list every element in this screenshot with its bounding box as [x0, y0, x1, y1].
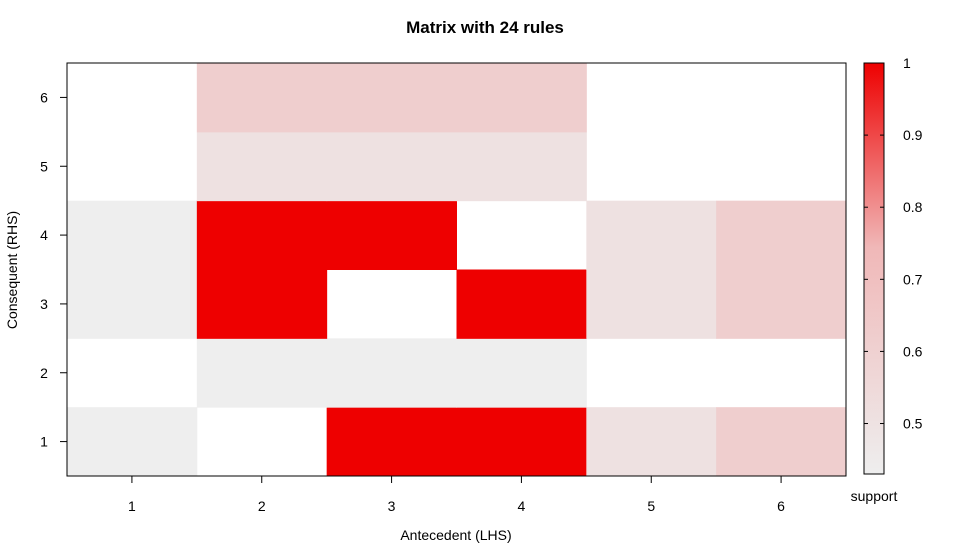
- heatmap-cell: [326, 338, 457, 408]
- heatmap-cell: [456, 63, 587, 133]
- y-axis: 1 2 3 4 5 6: [40, 89, 67, 450]
- y-tick-label: 2: [40, 365, 48, 381]
- legend-tick-label: 0.7: [903, 271, 923, 287]
- x-tick-label: 5: [647, 498, 655, 514]
- legend-title: support: [851, 488, 898, 504]
- y-tick-label: 3: [40, 296, 48, 312]
- heatmap-cell: [196, 131, 328, 202]
- x-tick-label: 3: [388, 498, 396, 514]
- legend-tick-label: 0.9: [903, 127, 923, 143]
- heatmap-cell: [586, 200, 717, 270]
- legend-tick-label: 0.5: [903, 416, 923, 432]
- heatmap-cell: [456, 269, 587, 339]
- heatmap-cell: [456, 131, 587, 202]
- x-tick-label: 4: [518, 498, 526, 514]
- x-axis: 1 2 3 4 5 6: [128, 476, 785, 514]
- heatmap-cells: [67, 63, 847, 477]
- heatmap-cell: [326, 200, 457, 270]
- y-tick-label: 4: [40, 227, 48, 243]
- heatmap-cell: [716, 407, 847, 477]
- heatmap-cell: [326, 63, 457, 133]
- y-tick-label: 1: [40, 434, 48, 450]
- heatmap-cell: [456, 338, 587, 408]
- y-tick-label: 6: [40, 89, 48, 105]
- x-tick-label: 6: [777, 498, 785, 514]
- heatmap-cell: [196, 200, 328, 270]
- heatmap-cell: [67, 200, 198, 270]
- heatmap-cell: [456, 407, 587, 477]
- heatmap-cell: [67, 407, 198, 477]
- legend-ticks: 0.5 0.6 0.7 0.8 0.9 1: [864, 55, 923, 432]
- x-tick-label: 2: [258, 498, 266, 514]
- y-axis-title: Consequent (RHS): [4, 211, 20, 329]
- x-tick-label: 1: [128, 498, 136, 514]
- y-tick-label: 5: [40, 158, 48, 174]
- chart-title: Matrix with 24 rules: [406, 18, 564, 37]
- heatmap-cell: [196, 63, 328, 133]
- heatmap-cell: [586, 407, 717, 477]
- legend-tick-label: 0.6: [903, 343, 923, 359]
- heatmap-cell: [326, 407, 457, 477]
- heatmap-cell: [716, 200, 847, 270]
- heatmap-cell: [716, 269, 847, 339]
- legend-tick-label: 1: [903, 55, 911, 71]
- legend-colorbar: [863, 62, 885, 475]
- heatmap-cell: [196, 338, 328, 408]
- heatmap-cell: [586, 269, 717, 339]
- heatmap-cell: [67, 269, 198, 339]
- x-axis-title: Antecedent (LHS): [400, 527, 511, 543]
- heatmap-cell: [196, 269, 328, 339]
- heatmap-cell: [326, 131, 457, 202]
- legend-tick-label: 0.8: [903, 199, 923, 215]
- plot-frame: [66, 62, 847, 477]
